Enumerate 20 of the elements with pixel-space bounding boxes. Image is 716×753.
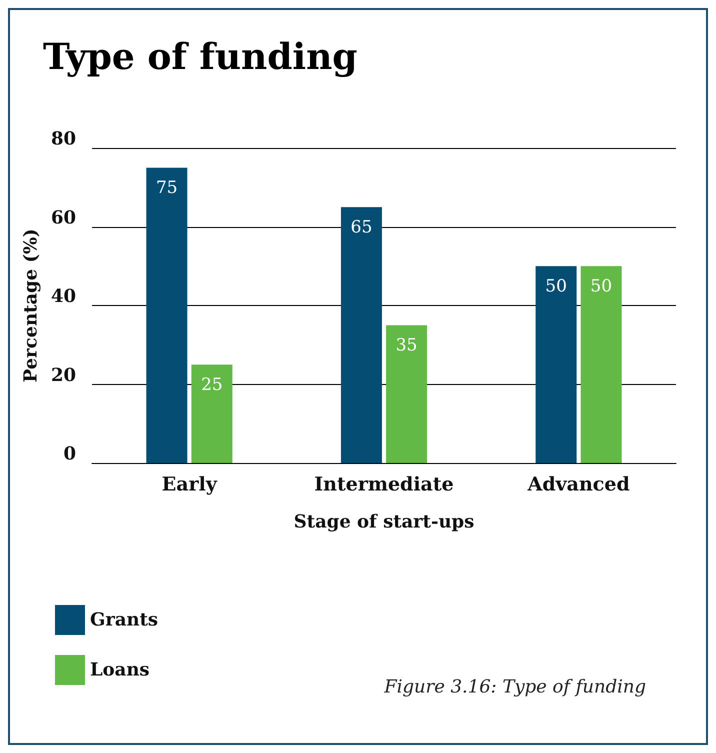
caption: Figure 3.16: Type of funding	[383, 676, 646, 698]
legend-label: Loans	[90, 660, 150, 680]
y-tick-label: 20	[50, 364, 76, 386]
x-tick-label: Intermediate	[314, 474, 454, 496]
legend-label: Grants	[90, 610, 158, 630]
y-tick-label: 40	[50, 286, 76, 307]
chart-title: Type of funding	[43, 36, 358, 78]
y-tick-label: 60	[50, 207, 76, 228]
data-label: 35	[396, 336, 418, 356]
data-label: 75	[156, 178, 178, 198]
x-tick-label: Early	[162, 474, 218, 496]
y-axis-title: Percentage (%)	[20, 228, 42, 382]
data-label: 65	[350, 218, 372, 238]
y-tick-label: 80	[50, 128, 76, 150]
data-label: 50	[590, 276, 612, 297]
x-tick-label: Advanced	[526, 474, 630, 496]
data-label: 25	[201, 375, 223, 396]
y-tick-label: 0	[63, 444, 76, 464]
data-label: 50	[545, 276, 567, 297]
x-axis-title: Stage of start-ups	[294, 512, 474, 532]
